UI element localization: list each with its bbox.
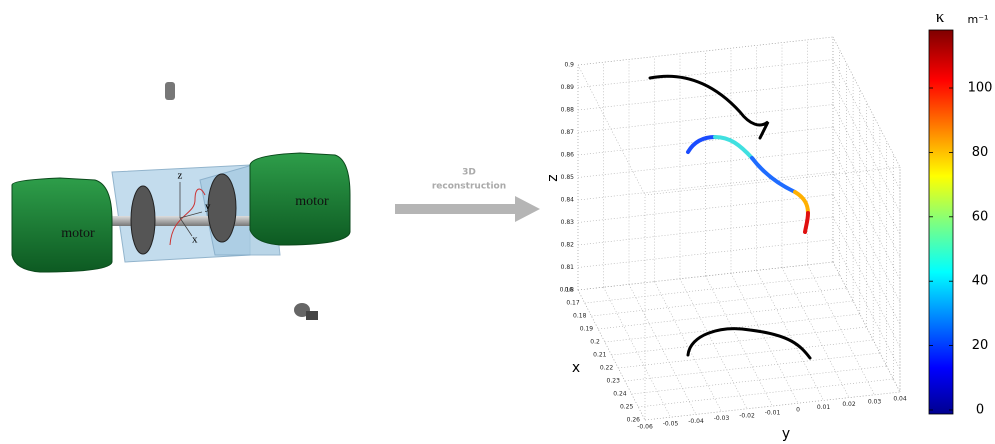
y-tick-label: -0.02 [739,412,755,419]
x-tick-label: 0.23 [607,378,621,385]
z-tick-label: 0.84 [561,197,575,204]
y-tick-label: -0.04 [688,418,704,425]
z-tick-label: 0.82 [561,242,575,249]
box-edge [578,37,833,65]
z-tick-label: 0.88 [561,107,575,114]
z-tick-label: 0.83 [561,219,575,226]
setup-axis-z: z [178,170,183,182]
setup-axis-x: x [192,234,198,246]
y-grid-line [655,282,722,412]
reconstructed-filament [688,137,808,232]
arrow [395,196,540,222]
filament-curves [650,76,810,358]
z-tick-label: 0.85 [561,174,575,181]
x-tick-label: 0.17 [566,300,580,307]
z-grid-line [578,37,833,65]
z-tick-label: 0.89 [561,84,575,91]
disk-left [131,186,155,254]
colorbar-tick-label: 80 [972,145,989,160]
colorbar: κ m⁻¹ 0 20 40 60 80 100 [929,7,992,418]
figure: z y x motor motor 3D reconstruction 0.80… [0,0,995,444]
colorbar-tick-label: 100 [968,81,993,96]
z-tick-label: 0.86 [561,152,575,159]
colorbar-tick-label: 20 [972,338,989,353]
reconstruction-arrow: 3D reconstruction [395,168,540,223]
x-tick-label: 0.24 [613,391,627,398]
y-tick-label: 0.02 [842,401,856,408]
arrow-label-1: 3D [462,168,476,178]
y-tick-label: 0 [796,407,800,414]
box-edge [578,65,645,195]
y-tick-label: -0.05 [663,421,679,428]
y-grid-line [757,270,824,400]
y-axis-label: y [782,426,790,442]
y-tick-label: 0.03 [868,398,882,405]
x-grid-line [612,327,867,355]
setup: z y x motor motor [12,82,350,320]
colorbar-tick-label: 60 [972,209,989,224]
camera-top [165,82,175,100]
z-axis-label: z [545,174,561,181]
projection-bottom [688,329,810,358]
y-tick-label: -0.06 [637,424,653,431]
y-grid-line [706,276,773,406]
motor-left-label: motor [61,226,95,241]
y-grid-line [808,265,875,395]
x-tick-label: 0.25 [620,404,634,411]
colorbar-tick-label: 0 [976,403,984,418]
motor-right-label: motor [295,194,329,209]
x-tick-label: 0.18 [573,313,587,320]
camera-lens [306,311,318,320]
y-tick-label: 0.04 [893,396,907,403]
x-grid-line [632,366,887,394]
x-grid-line [591,288,846,316]
y-tick-label: -0.03 [714,415,730,422]
setup-axis-y: y [205,201,211,213]
motor-left [12,178,112,272]
x-tick-label: 0.21 [593,352,607,359]
z-grid-line [833,37,900,167]
y-tick-label: 0.01 [817,404,831,411]
y-grid-line [782,268,849,398]
projection-top [650,76,768,138]
box-edge [645,167,900,195]
colorbar-tick-label: 40 [972,274,989,289]
x-tick-label: 0.26 [627,417,641,424]
y-grid-line [604,287,671,417]
disk-right [208,174,236,242]
z-tick-label: 0.87 [561,129,575,136]
x-tick-label: 0.2 [590,339,600,346]
y-tick-label: -0.01 [765,410,781,417]
x-grid-line [585,275,840,303]
x-tick-label: 0.16 [560,287,574,294]
arrow-label-2: reconstruction [432,182,506,192]
colorbar-unit: m⁻¹ [968,13,989,26]
z-tick-label: 0.81 [561,264,575,271]
x-tick-label: 0.22 [600,365,614,372]
x-grid-line [598,301,853,329]
colorbar-symbol: κ [936,7,945,26]
x-axis-label: x [572,360,580,376]
z-tick-label: 0.9 [564,62,574,69]
x-tick-label: 0.19 [580,326,594,333]
